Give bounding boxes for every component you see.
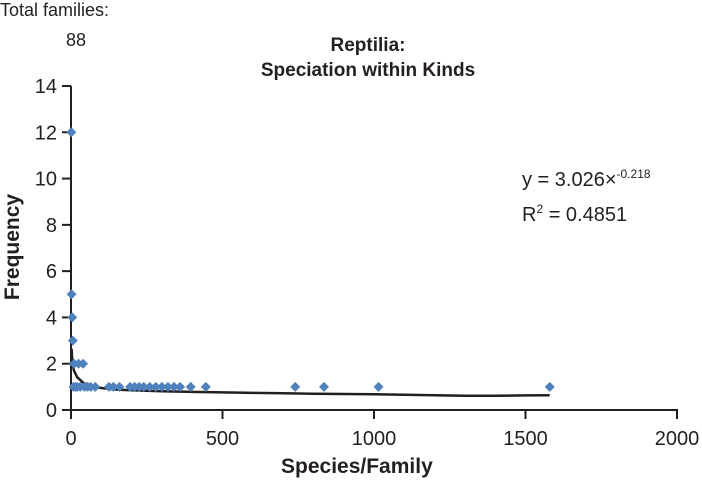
data-point [319, 381, 330, 392]
equation-exponent: -0.218 [616, 167, 651, 181]
y-tick-label: 8 [46, 215, 57, 237]
y-tick-label: 14 [35, 76, 57, 98]
chart-title: Reptilia: Speciation within Kinds [218, 33, 518, 83]
axes: 0 500 1000 1500 2000 0 2 4 6 8 10 12 14 [35, 76, 700, 450]
data-point [290, 381, 301, 392]
fit-equation-line: y = 3.026×-0.218 [522, 160, 651, 195]
data-point [169, 381, 180, 392]
fit-equation: y = 3.026×-0.218 R2 = 0.4851 [522, 160, 651, 230]
r-squared-line: R2 = 0.4851 [522, 195, 651, 230]
x-axis-title: Species/Family [281, 455, 433, 478]
total-families-value: 88 [66, 30, 87, 50]
data-point [162, 381, 173, 392]
data-point [144, 381, 155, 392]
y-tick-label: 10 [35, 169, 57, 191]
data-point [114, 381, 125, 392]
r2-prefix: R [522, 204, 537, 226]
data-point [185, 381, 196, 392]
y-tick-label: 6 [46, 261, 57, 283]
x-tick-label: 500 [206, 428, 239, 450]
data-point [78, 358, 89, 369]
y-tick-label: 2 [46, 354, 57, 376]
data-point [90, 381, 101, 392]
y-tick-label: 4 [46, 307, 57, 329]
data-point [150, 381, 161, 392]
x-tick-label: 0 [65, 428, 76, 450]
y-tick-label: 12 [35, 122, 57, 144]
fit-curve-line [70, 348, 550, 397]
data-point [175, 381, 186, 392]
equation-prefix: y = 3.026× [522, 169, 617, 191]
total-families-label: Total families: [0, 0, 110, 20]
data-point [67, 312, 78, 323]
data-points [66, 127, 555, 392]
y-tick-label: 0 [46, 400, 57, 422]
chart-title-line-2: Speciation within Kinds [260, 60, 476, 81]
r2-superscript: 2 [536, 202, 544, 216]
r2-value: = 0.4851 [543, 204, 628, 226]
data-point [66, 127, 77, 138]
data-point [156, 381, 167, 392]
data-point [66, 289, 77, 300]
x-tick-label: 1000 [352, 428, 397, 450]
chart-title-line-1: Reptilia: [330, 35, 406, 56]
data-point [373, 381, 384, 392]
fit-curve-group [70, 348, 550, 397]
x-tick-label: 1500 [503, 428, 548, 450]
data-point [200, 381, 211, 392]
data-point [67, 335, 78, 346]
data-point [544, 381, 555, 392]
x-tick-label: 2000 [655, 428, 700, 450]
data-point [138, 381, 149, 392]
data-point [108, 381, 119, 392]
